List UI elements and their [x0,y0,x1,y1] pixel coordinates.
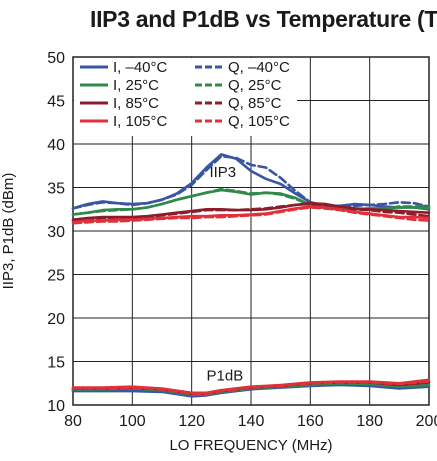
legend-label-5: Q, 85°C [228,95,282,112]
legend-label-6: I, 105°C [113,113,168,130]
x-tick-label-6: 200 [416,413,437,430]
chart-title: IIP3 and P1dB vs Temperature (TC) [90,6,437,35]
x-tick-label-1: 100 [119,413,146,430]
legend-label-0: I, –40°C [113,59,168,76]
chart-title-main: IIP3 and P1dB vs Temperature (T [90,6,437,32]
series-line-13 [71,380,431,396]
x-tick-label-2: 120 [178,413,205,430]
y-tick-label-5: 35 [47,181,65,198]
annotation-1: P1dB [207,368,244,385]
x-tick-label-0: 80 [64,413,82,430]
y-tick-label-1: 15 [47,355,65,372]
x-tick-label-5: 180 [356,413,383,430]
series-line-7 [71,206,431,225]
series-line-1 [71,154,431,210]
series-line-5 [71,202,431,222]
y-tick-label-3: 25 [47,268,65,285]
y-tick-label-7: 45 [47,94,65,111]
x-tick-label-4: 160 [297,413,324,430]
x-axis-label: LO FREQUENCY (MHz) [169,437,332,454]
y-tick-label-0: 10 [47,398,65,415]
y-tick-label-2: 20 [47,311,65,328]
y-tick-label-6: 40 [47,137,65,154]
y-axis-label: IIP3, P1dB (dBm) [0,173,17,290]
legend-label-4: I, 85°C [113,95,159,112]
plot-frame [72,56,430,406]
y-tick-label-8: 50 [47,50,65,67]
y-tick-label-4: 30 [47,224,65,241]
legend-label-7: Q, 105°C [228,113,290,130]
legend-label-1: Q, –40°C [228,59,290,76]
x-tick-label-3: 140 [238,413,265,430]
annotation-0: IIP3 [209,164,236,181]
legend-label-2: I, 25°C [113,77,159,94]
legend-background [74,58,297,136]
legend-label-3: Q, 25°C [228,77,282,94]
